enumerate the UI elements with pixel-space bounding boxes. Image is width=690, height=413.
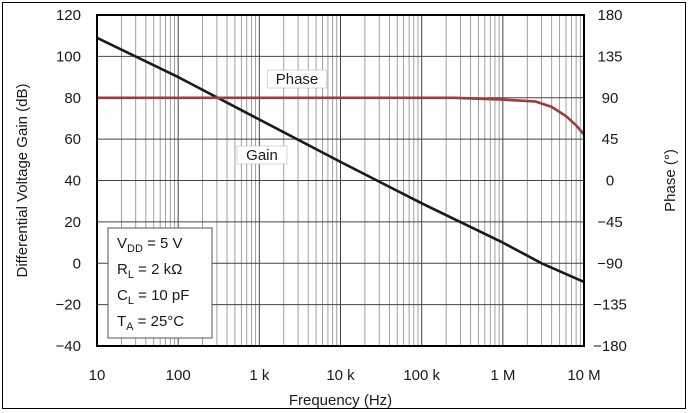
- y-right-tick-label: 135: [597, 48, 622, 65]
- x-axis-label: Frequency (Hz): [289, 392, 392, 409]
- y-right-tick-label: 0: [606, 173, 614, 190]
- tick-labels: 10 100 1 k 10 k 100 k 1 M 10 M −40 −20 0 20 40 60 80 1…: [56, 7, 627, 384]
- condition-text: VDD = 5 V: [117, 235, 183, 255]
- y-right-tick-label: −45: [597, 214, 622, 231]
- annotations: Gain Phase VDD = 5 V RL = 2 kΩ CL = 10 pF TA …: [107, 69, 327, 339]
- x-tick-label: 10: [89, 367, 106, 384]
- series-label-phase: Phase: [276, 71, 319, 88]
- plot-border: [96, 14, 585, 347]
- y-right-tick-label: −180: [593, 338, 627, 355]
- y-right-tick-label: 45: [602, 131, 619, 148]
- series-line-gain: [96, 36, 585, 284]
- y-left-tick-label: 60: [64, 131, 81, 148]
- y-left-tick-label: −40: [56, 338, 81, 355]
- chart-frame: [2, 2, 686, 409]
- y-left-tick-label: 120: [56, 7, 81, 24]
- y-left-tick-label: 100: [56, 48, 81, 65]
- x-tick-label: 10 M: [567, 367, 600, 384]
- y-left-tick-label: −20: [56, 297, 81, 314]
- y-right-tick-label: −90: [597, 255, 622, 272]
- series-layer: [96, 36, 585, 284]
- series-line-phase: [97, 96, 585, 136]
- y-left-tick-label: 20: [64, 214, 81, 231]
- y-left-tick-label: 80: [64, 90, 81, 107]
- condition-text: RL = 2 kΩ: [117, 261, 182, 281]
- x-tick-label: 100: [166, 367, 191, 384]
- condition-text: TA = 25°C: [117, 313, 184, 333]
- condition-text: CL = 10 pF: [117, 287, 189, 307]
- y-axis-right-label: Phase (°): [662, 149, 679, 212]
- y-right-tick-label: −135: [593, 297, 627, 314]
- conditions-box: [107, 227, 213, 339]
- series-label-box: [267, 69, 327, 89]
- y-left-tick-label: 0: [73, 255, 81, 272]
- x-tick-label: 10 k: [326, 367, 355, 384]
- x-tick-label: 1 k: [249, 367, 270, 384]
- x-tick-label: 100 k: [403, 367, 440, 384]
- x-tick-label: 1 M: [490, 367, 515, 384]
- y-right-tick-label: 90: [602, 90, 619, 107]
- y-axis-left-label: Differential Voltage Gain (dB): [14, 83, 31, 277]
- y-right-tick-label: 180: [597, 7, 622, 24]
- series-label-gain: Gain: [246, 147, 278, 164]
- y-left-tick-label: 40: [64, 173, 81, 190]
- series-label-box: [236, 145, 288, 165]
